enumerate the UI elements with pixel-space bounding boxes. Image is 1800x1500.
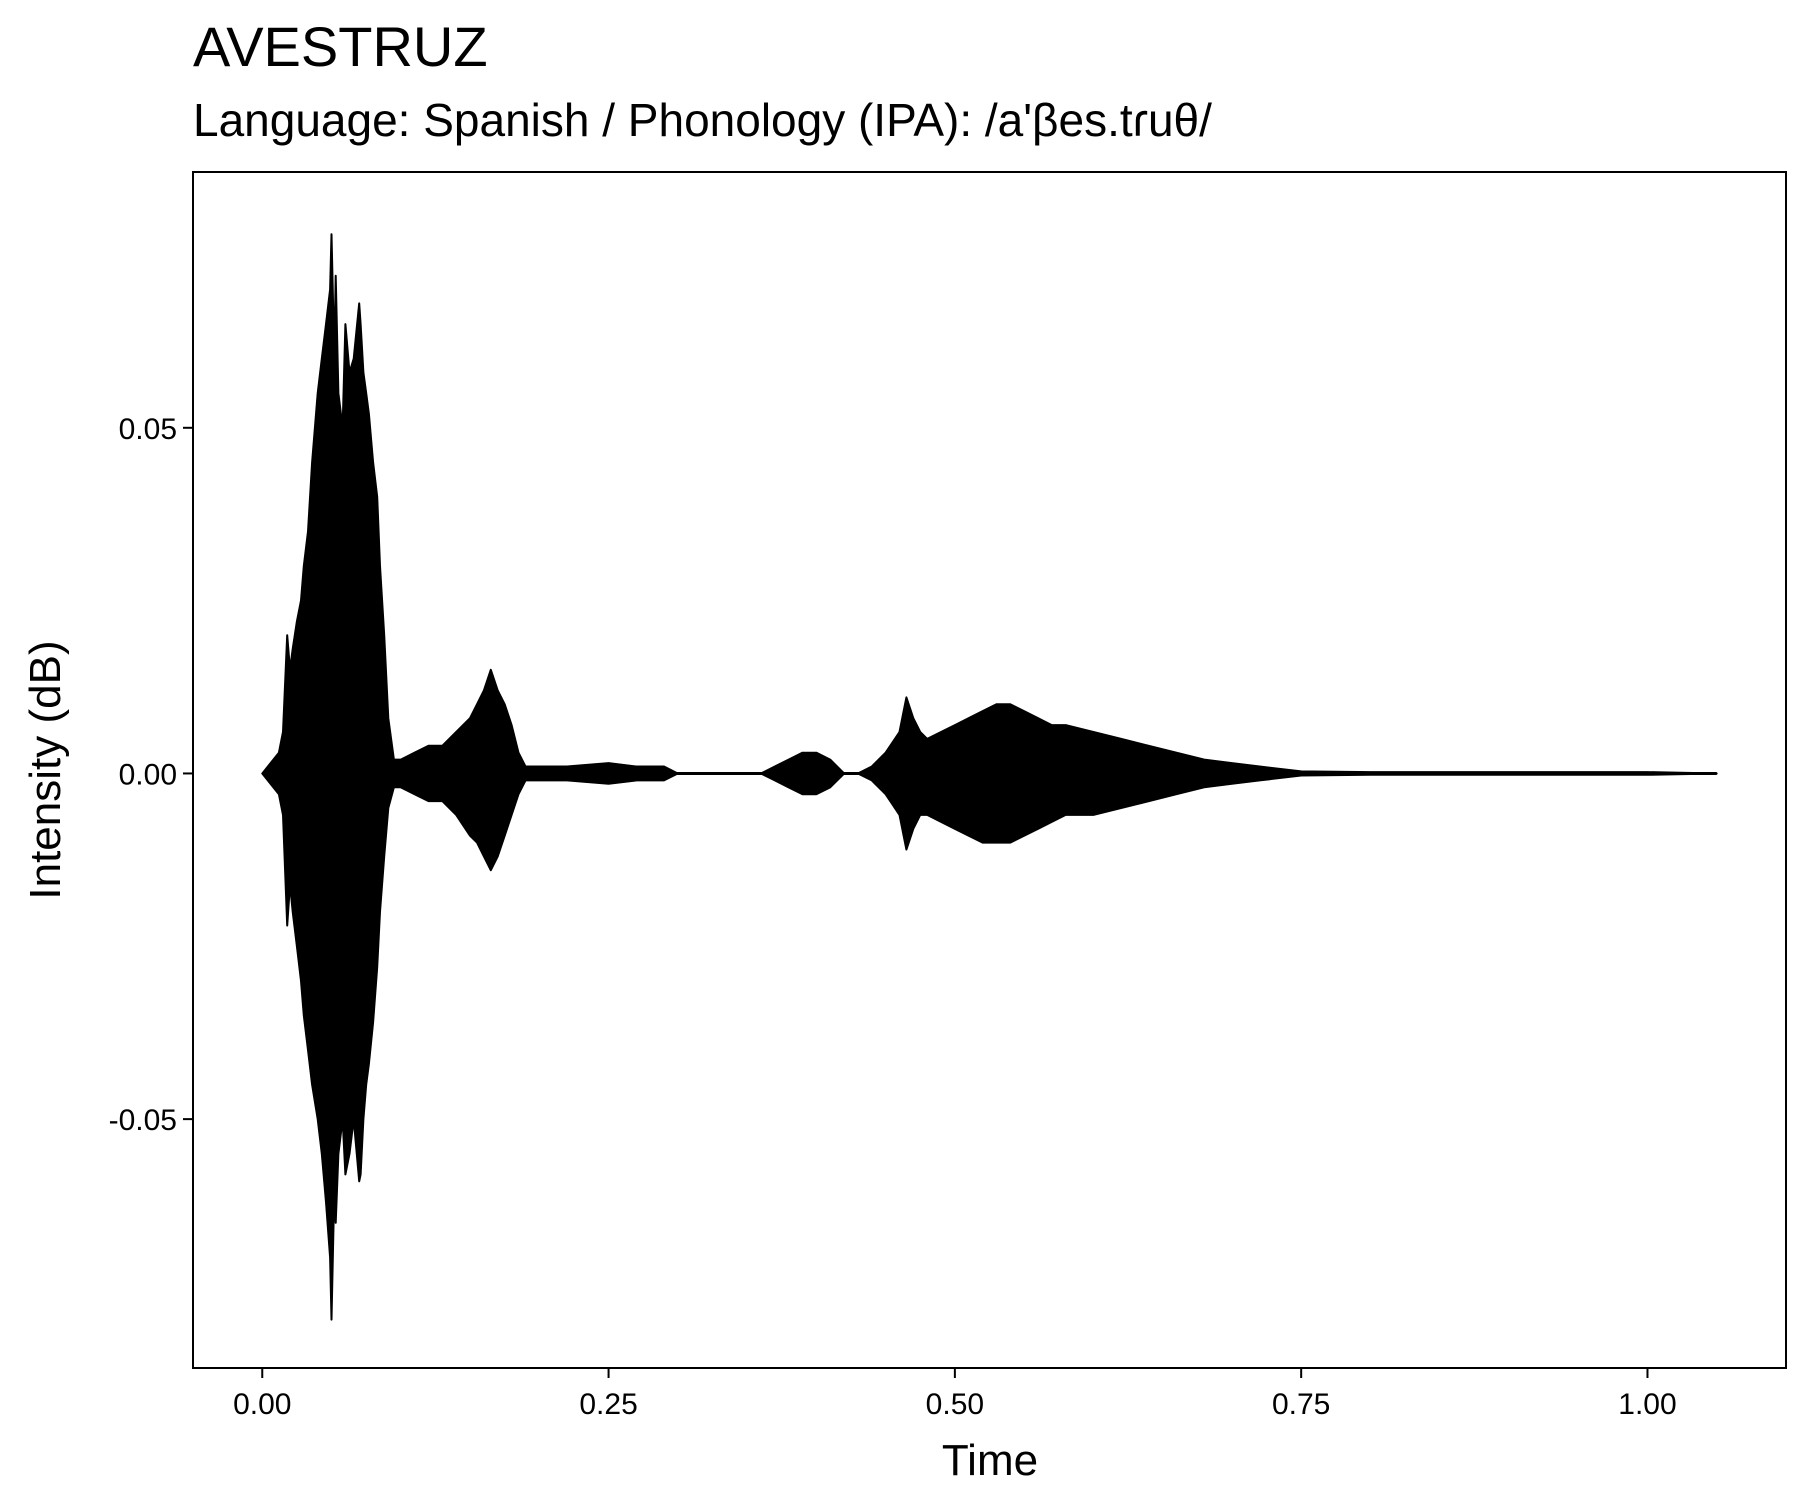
y-axis: 0.05 0.00 -0.05 — [109, 413, 193, 1137]
x-axis-title: Time — [942, 1436, 1038, 1485]
y-tick-label: -0.05 — [109, 1104, 177, 1137]
x-tick-label: 0.50 — [926, 1388, 984, 1421]
chart-subtitle: Language: Spanish / Phonology (IPA): /a'… — [193, 94, 1212, 146]
panel-border — [192, 171, 1787, 1369]
x-tick-label: 0.00 — [233, 1388, 291, 1421]
chart-title: AVESTRUZ — [193, 15, 488, 78]
x-tick-label: 0.75 — [1272, 1388, 1330, 1421]
y-axis-title: Intensity (dB) — [21, 640, 70, 899]
plot-panel — [192, 171, 1787, 1369]
x-tick-label: 0.25 — [579, 1388, 637, 1421]
x-tick-label: 1.00 — [1618, 1388, 1676, 1421]
y-tick-label: 0.00 — [119, 758, 177, 791]
y-tick-label: 0.05 — [119, 413, 177, 446]
waveform-envelope-0 — [261, 233, 1718, 1321]
x-axis: 0.00 0.25 0.50 0.75 1.00 — [233, 1368, 1677, 1421]
